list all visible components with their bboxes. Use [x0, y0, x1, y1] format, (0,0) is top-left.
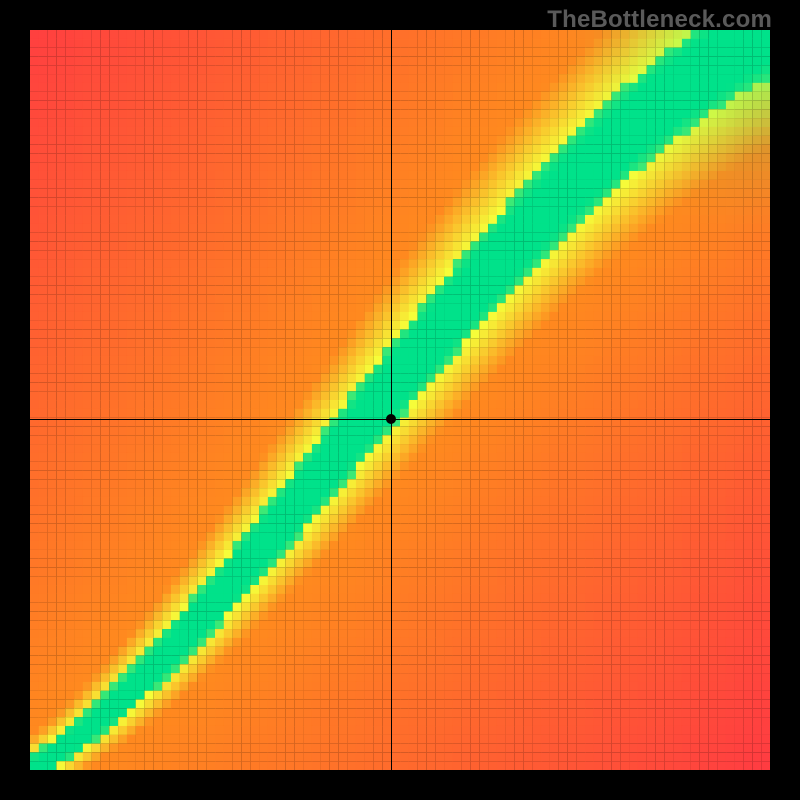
plot-area — [30, 30, 770, 770]
watermark-text: TheBottleneck.com — [547, 6, 772, 34]
crosshair-horizontal — [30, 419, 770, 420]
crosshair-vertical — [391, 30, 392, 770]
query-point-marker — [386, 414, 396, 424]
bottleneck-heatmap — [30, 30, 770, 770]
chart-root: { "watermark": { "text": "TheBottleneck.… — [0, 0, 800, 800]
